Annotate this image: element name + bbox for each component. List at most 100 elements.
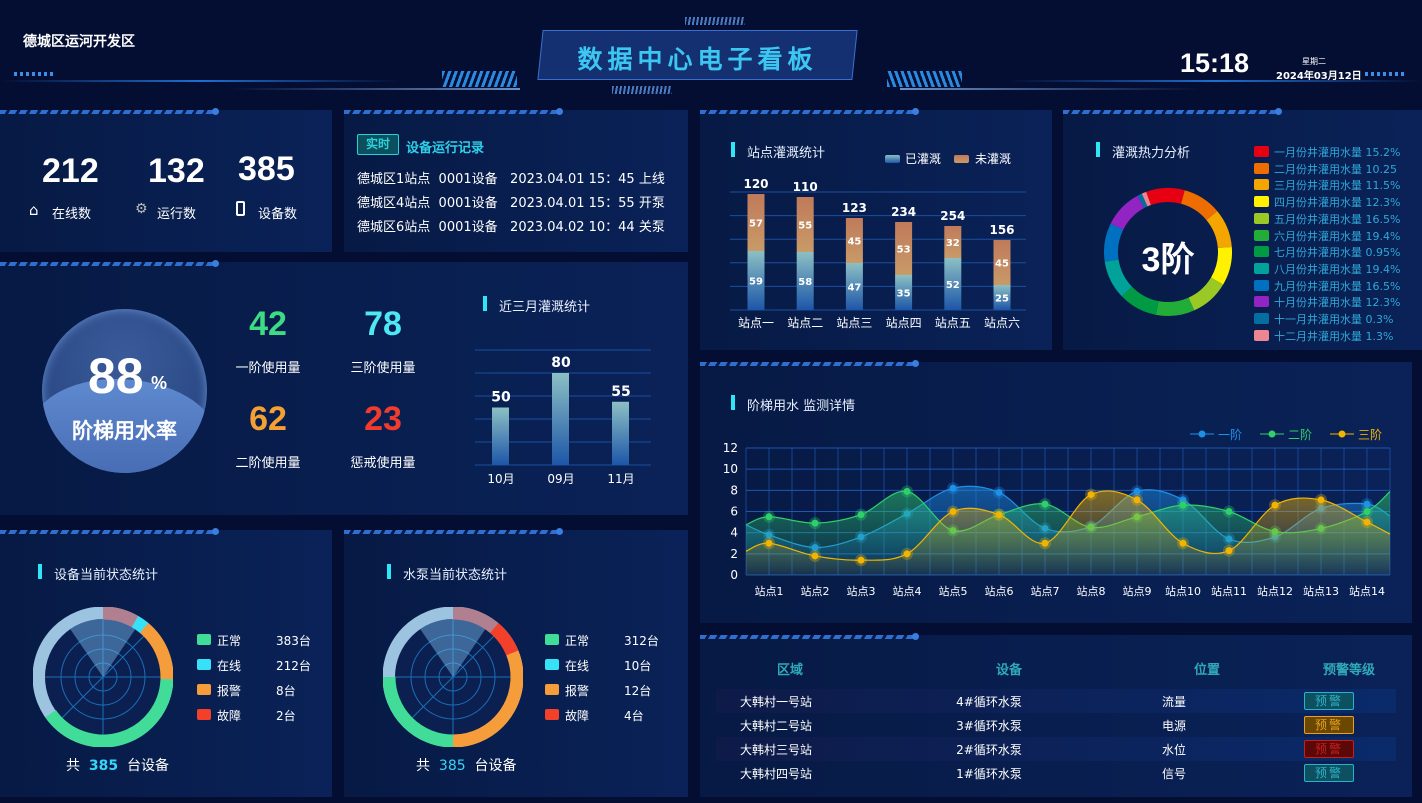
x-tick-label: 站点8 — [1077, 584, 1106, 598]
data-point — [1271, 501, 1279, 509]
legend-label: 八月份井灌用水量 19.4% — [1274, 261, 1400, 277]
records-panel: 实时 设备运行记录 德城区1站点 0001设备 2023.04.01 15：45… — [344, 108, 688, 252]
legend-swatch — [1254, 313, 1269, 324]
legend-label: 四月份井灌用水量 12.3% — [1274, 194, 1400, 210]
legend-label: 十一月井灌用水量 0.3% — [1274, 311, 1393, 327]
bar-segment-not-irrigated — [747, 194, 765, 251]
cell-position: 电源 — [1162, 719, 1187, 733]
data-point — [811, 519, 819, 527]
segment-label: 59 — [749, 277, 763, 288]
donut-slice — [1104, 259, 1133, 297]
legend-marker — [1268, 430, 1276, 438]
legend-percent: 1.3% — [1365, 329, 1394, 343]
pump-status-panel: 水泵当前状态统计 正常 312台 在线 10台 报警 12台 故障 4台 共 3… — [344, 528, 688, 797]
cell-position: 信号 — [1162, 767, 1187, 781]
x-tick-label: 站点一 — [738, 316, 774, 330]
y-tick-label: 0 — [730, 568, 738, 582]
data-point — [995, 511, 1003, 519]
legend-value: 8台 — [276, 684, 296, 698]
x-tick-label: 站点1 — [755, 584, 784, 598]
x-tick-label: 站点六 — [984, 316, 1020, 330]
data-point — [1225, 508, 1233, 515]
bar-segment-irrigated — [845, 263, 863, 310]
cell-area: 大韩村二号站 — [740, 719, 813, 733]
y-tick-label: 8 — [730, 483, 738, 497]
donut-slice — [1180, 190, 1218, 221]
total-label: 120 — [743, 177, 768, 191]
record-time: 2023.04.02 10：44 — [510, 220, 635, 235]
data-point — [1225, 547, 1233, 555]
x-tick-label: 站点6 — [985, 584, 1014, 598]
radar-sweep — [420, 619, 486, 677]
data-point — [857, 556, 865, 564]
warning-level-badge: 预警 — [1304, 764, 1354, 782]
line-decoration — [1010, 80, 1422, 82]
legend-label: 三阶 — [1358, 428, 1382, 442]
region-name: 德城区运河开发区 — [23, 34, 135, 50]
table-row[interactable]: 大韩村四号站 1#循环水泵 信号 预警 — [716, 761, 1396, 785]
legend-swatch — [545, 709, 559, 720]
online-arc — [452, 607, 499, 634]
table-row[interactable]: 大韩村二号站 3#循环水泵 电源 预警 — [716, 713, 1396, 737]
legend-label: 二阶 — [1288, 428, 1312, 442]
legend-label: 在线 — [565, 659, 590, 673]
bar — [552, 373, 569, 465]
water-rate-panel: 88 % 阶梯用水率 42 一阶使用量 78 三阶使用量 62 二阶使用量 23 惩戒… — [0, 260, 688, 515]
data-point — [1363, 518, 1371, 526]
cell-device: 2#循环水泵 — [956, 743, 1022, 757]
segment-label: 25 — [995, 294, 1009, 305]
legend-swatch — [197, 634, 211, 645]
column-header: 设备 — [995, 663, 1022, 678]
legend-swatch — [545, 634, 559, 645]
legend-label: 三月份井灌用水量 11.5% — [1274, 177, 1400, 193]
y-tick-label: 2 — [730, 547, 738, 561]
donut-slice — [1146, 188, 1185, 206]
normal-arc — [45, 678, 173, 747]
ladder-panel: 阶梯用水 监测详情 0 2 4 6 8 10 12 站点1 站点2 站点3 站点4 站点5 站点6 站点7… — [700, 360, 1412, 623]
table-row[interactable]: 大韩村三号站 2#循环水泵 水位 预警 — [716, 737, 1396, 761]
legend-value: 12台 — [624, 684, 652, 698]
legend-swatch — [197, 709, 211, 720]
y-tick-label: 10 — [723, 462, 738, 476]
donut-slice — [1104, 223, 1124, 262]
heat-title: 灌溉热力分析 — [1096, 142, 1190, 161]
table-row[interactable]: 大韩村一号站 4#循环水泵 流量 预警 — [716, 689, 1396, 713]
three-month-title: 近三月灌溉统计 — [483, 296, 590, 315]
legend-swatch — [197, 684, 211, 695]
running-label: 运行数 — [157, 207, 197, 222]
normal-arc — [383, 676, 454, 747]
x-tick-label: 站点14 — [1349, 584, 1385, 598]
record-site: 德城区1站点 — [357, 172, 431, 187]
bar-segment-irrigated — [895, 275, 913, 310]
usage-label: 三阶使用量 — [350, 361, 416, 376]
usage-label: 二阶使用量 — [235, 456, 301, 471]
legend-percent: 0.3% — [1365, 313, 1394, 326]
x-tick-label: 站点7 — [1031, 584, 1060, 598]
ladder-title: 阶梯用水 监测详情 — [731, 395, 855, 414]
record-device: 0001设备 — [438, 172, 498, 187]
warning-level-badge: 预警 — [1304, 692, 1354, 710]
x-tick-label: 站点11 — [1211, 584, 1247, 598]
cell-position: 流量 — [1162, 695, 1187, 709]
legend-swatch — [1254, 212, 1269, 224]
device-status-panel: 设备当前状态统计 正常 383台 在线 212台 报警 8台 故障 2台 共 3… — [0, 528, 332, 797]
usage-value: 23 — [364, 400, 402, 438]
legend-month: 十一月井灌用水量 — [1274, 313, 1362, 326]
legend-label: 故障 — [217, 709, 242, 723]
legend-label: 报警 — [565, 684, 590, 698]
data-point — [995, 488, 1003, 496]
legend-label: 故障 — [565, 709, 590, 723]
record-row: 德城区4站点 0001设备 2023.04.01 15：55 开泵 — [357, 192, 665, 211]
total-suffix: 台设备 — [474, 758, 517, 774]
data-point — [765, 539, 773, 547]
legend-label: 六月份井灌用水量 19.4% — [1274, 228, 1400, 244]
segment-label: 58 — [798, 277, 812, 288]
segment-label: 32 — [946, 238, 960, 249]
x-tick-label: 站点5 — [939, 584, 968, 598]
building-icon: ⌂ — [29, 201, 39, 219]
record-action: 开泵 — [638, 196, 665, 211]
record-time: 2023.04.01 15：45 — [510, 172, 635, 187]
legend-label: 九月份井灌用水量 16.5% — [1274, 278, 1400, 294]
record-time: 2023.04.01 15：55 — [510, 196, 635, 211]
warning-level-badge: 预警 — [1304, 740, 1354, 758]
